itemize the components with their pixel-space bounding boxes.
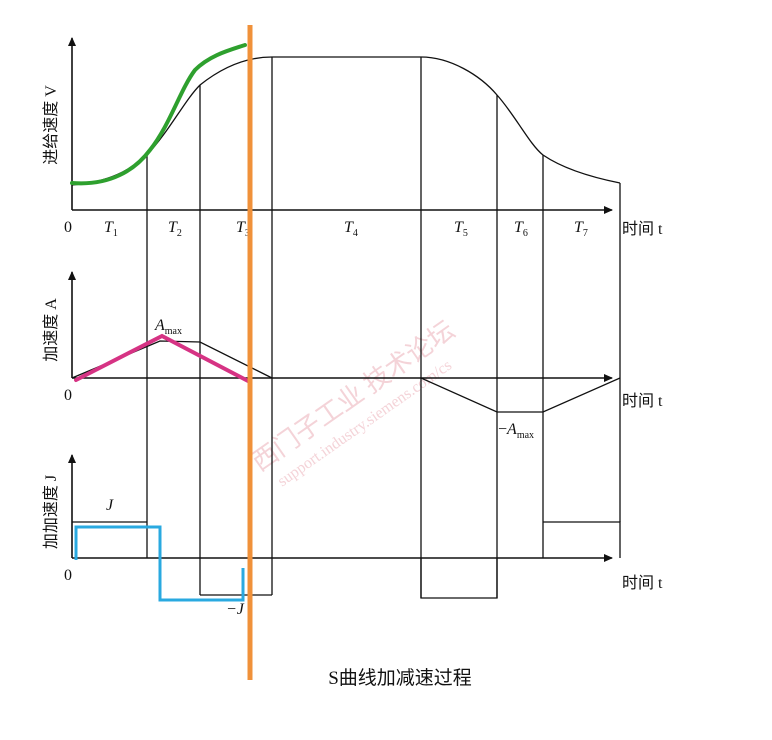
caption: S曲线加减速过程 xyxy=(328,667,472,689)
green-annotation xyxy=(70,43,247,186)
segment-label: T1 xyxy=(104,219,118,239)
magenta-annotation xyxy=(74,333,252,384)
segment-symbol: T xyxy=(454,219,464,236)
segment-label: T6 xyxy=(514,219,528,239)
segment-subscript: 2 xyxy=(177,228,182,239)
segment-symbol: T xyxy=(236,219,246,236)
origin-label: 0 xyxy=(64,387,72,404)
segment-label: T7 xyxy=(574,219,588,239)
segment-subscript: 3 xyxy=(245,228,250,239)
origin-label: 0 xyxy=(64,567,72,584)
segment-subscript: 6 xyxy=(523,228,528,239)
segment-label: T2 xyxy=(168,219,182,239)
segment-subscript: 4 xyxy=(353,228,358,239)
time-label: 时间 t xyxy=(622,392,663,410)
a-max-label: Amax xyxy=(154,317,182,337)
segment-symbol: T xyxy=(344,219,354,236)
jerk-label: 加加速度 J xyxy=(42,475,60,549)
jerk-curve xyxy=(72,521,621,599)
time-label: 时间 t xyxy=(622,220,663,238)
dividers xyxy=(146,57,621,598)
watermark-title: 西门子工业 技术论坛 xyxy=(246,315,460,477)
watermark: 西门子工业 技术论坛 support.industry.siemens.com/… xyxy=(246,315,460,490)
segment-symbol: T xyxy=(574,219,584,236)
neg-a-max-label: −Amax xyxy=(498,421,534,441)
segment-label: T4 xyxy=(344,219,358,239)
segment-symbol: T xyxy=(104,219,114,236)
segment-subscript: 5 xyxy=(463,228,468,239)
jerk-positive-label: J xyxy=(106,497,114,514)
blue-annotation xyxy=(74,525,245,602)
segment-symbol: T xyxy=(514,219,524,236)
segment-symbol: T xyxy=(168,219,178,236)
segment-subscript: 7 xyxy=(583,228,588,239)
time-label: 时间 t xyxy=(622,574,663,592)
segment-label: T3 xyxy=(236,219,250,239)
velocity-curve xyxy=(71,56,621,186)
segment-label: T5 xyxy=(454,219,468,239)
velocity-label: 进给速度 V xyxy=(42,85,60,165)
segment-subscript: 1 xyxy=(113,228,118,239)
origin-label: 0 xyxy=(64,219,72,236)
jerk-negative-label: −J xyxy=(226,601,245,618)
acceleration-label: 加速度 A xyxy=(42,298,60,362)
